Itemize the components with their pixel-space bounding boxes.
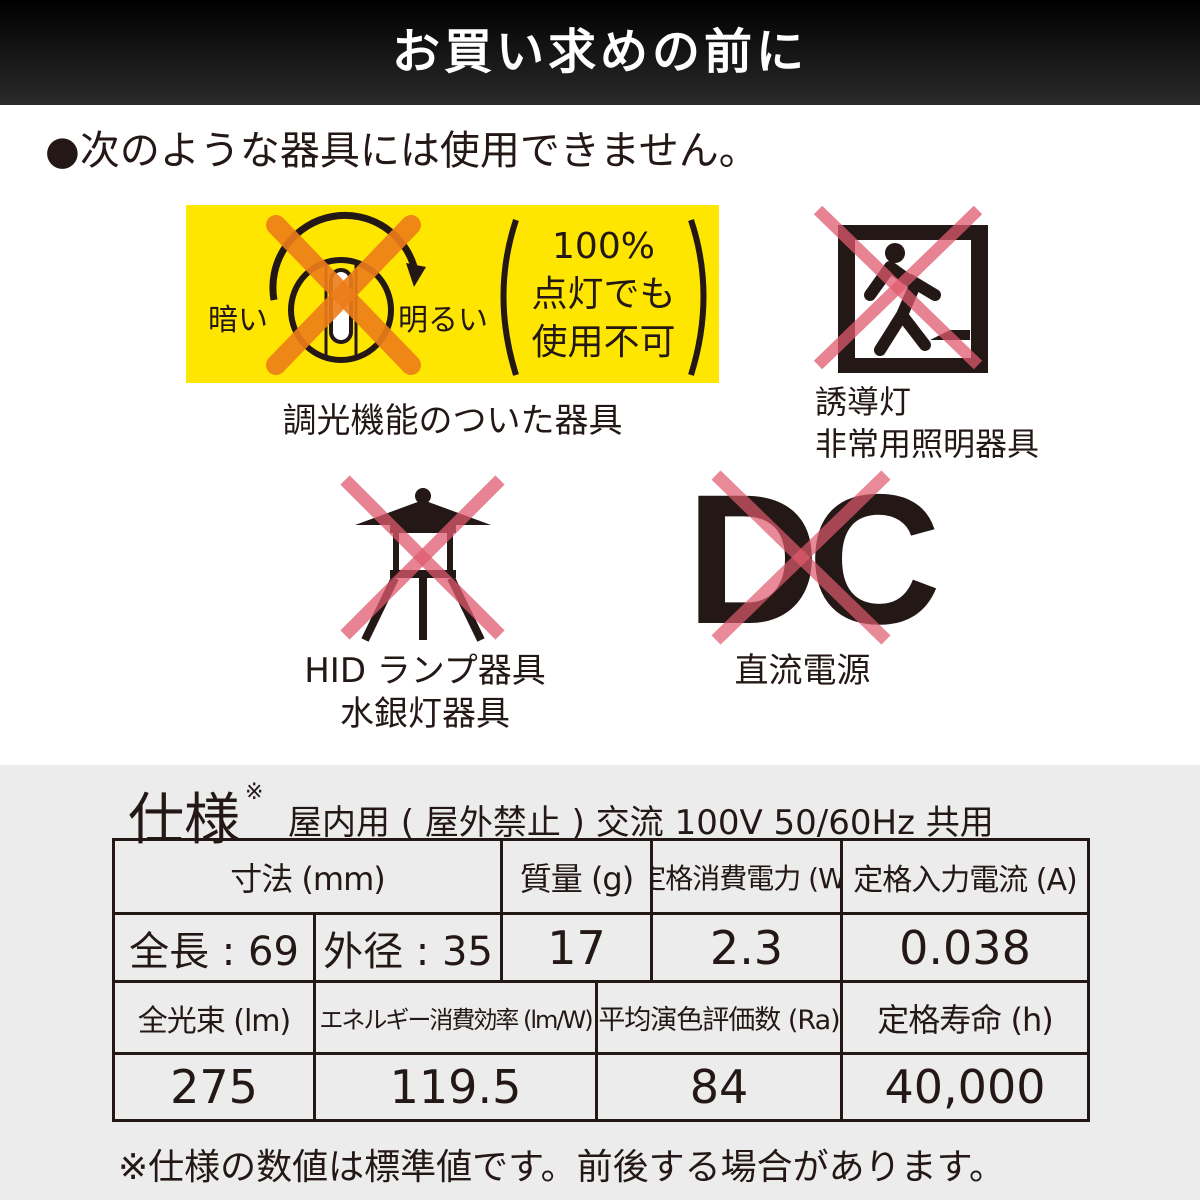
value-power: 2.3 bbox=[650, 912, 843, 983]
value-diameter: 外径 : 35 bbox=[313, 912, 503, 983]
header-mass: 質量 (g) bbox=[500, 838, 653, 915]
value-current: 0.038 bbox=[840, 912, 1090, 983]
cross-icon bbox=[711, 470, 891, 645]
value-efficiency: 119.5 bbox=[313, 1052, 598, 1122]
dc-logo: DC bbox=[686, 468, 941, 653]
value-cri: 84 bbox=[595, 1052, 843, 1122]
note-line3: 使用不可 bbox=[531, 322, 676, 363]
hid-caption-line2: 水銀灯器具 bbox=[340, 693, 510, 734]
header-lifetime: 定格寿命 (h) bbox=[840, 980, 1090, 1055]
value-length: 全長 : 69 bbox=[112, 912, 316, 983]
header-cri: 平均演色評価数 (Ra) bbox=[595, 980, 843, 1055]
value-mass: 17 bbox=[500, 912, 653, 983]
header-title: お買い求めの前に bbox=[0, 0, 1200, 105]
dimmer-caption: 調光機能のついた器具 bbox=[282, 401, 623, 441]
spec-footnote: ※仕様の数値は標準値です。前後する場合があります。 bbox=[118, 1147, 1005, 1188]
notice-text: ●次のような器具には使用できません。 bbox=[45, 128, 759, 174]
exit-caption-line2: 非常用照明器具 bbox=[815, 424, 1040, 463]
exit-sign-icon bbox=[813, 205, 988, 373]
dimmer-panel: 暗い 明るい 100% 点灯でも 使用不可 bbox=[186, 205, 719, 383]
value-luminous-flux: 275 bbox=[112, 1052, 316, 1122]
bright-label: 明るい bbox=[398, 303, 488, 338]
hid-caption-line1: HID ランプ器具 bbox=[304, 651, 546, 691]
header-luminous-flux: 全光束 (lm) bbox=[112, 980, 316, 1055]
dark-label: 暗い bbox=[208, 303, 268, 338]
header-current: 定格入力電流 (A) bbox=[840, 838, 1090, 915]
dc-caption: 直流電源 bbox=[734, 651, 871, 691]
spec-mark: ※ bbox=[245, 780, 264, 805]
note-line2: 点灯でも bbox=[531, 274, 676, 315]
spec-title: 仕様 bbox=[128, 788, 240, 853]
note-line1: 100% bbox=[552, 226, 655, 267]
header-dimensions: 寸法 (mm) bbox=[112, 838, 503, 915]
spec-subtitle: 屋内用 ( 屋外禁止 ) 交流 100V 50/60Hz 共用 bbox=[288, 803, 994, 843]
header-efficiency: エネルギー消費効率 (lm/W) bbox=[313, 980, 598, 1055]
header-power: 定格消費電力 (W) bbox=[650, 838, 843, 915]
exit-caption-line1: 誘導灯 bbox=[815, 383, 912, 421]
dimmer-dial-icon bbox=[266, 211, 707, 376]
value-lifetime: 40,000 bbox=[840, 1052, 1090, 1122]
hid-lamp-icon bbox=[340, 475, 505, 642]
